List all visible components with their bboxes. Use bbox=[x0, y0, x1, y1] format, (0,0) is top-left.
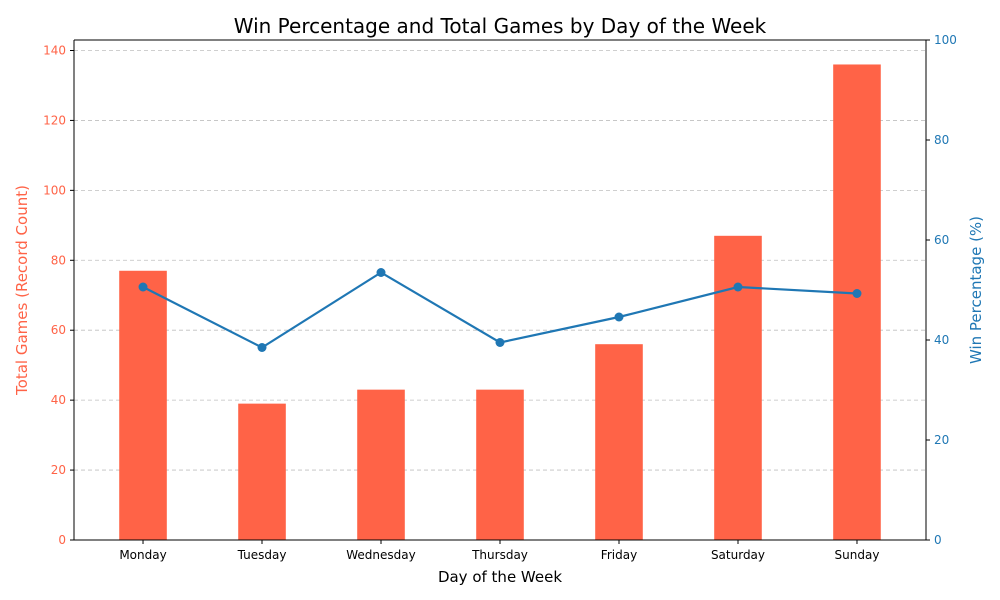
right-tick-label: 40 bbox=[934, 333, 949, 347]
left-tick-label: 60 bbox=[51, 323, 66, 337]
line-point-sunday bbox=[852, 289, 862, 298]
axes: 0 20 40 60 80 100 120 140 0 20 40 60 80 100 Monday Tues… bbox=[43, 33, 957, 562]
right-tick-label: 100 bbox=[934, 33, 957, 47]
right-tick-label: 80 bbox=[934, 133, 949, 147]
line-point-thursday bbox=[495, 338, 505, 347]
bar-thursday bbox=[476, 389, 524, 540]
right-axis-label: Win Percentage (%) bbox=[967, 216, 985, 364]
left-tick-label: 40 bbox=[51, 393, 66, 407]
line-point-wednesday bbox=[376, 268, 386, 277]
left-tick-label: 120 bbox=[43, 113, 66, 127]
line-point-saturday bbox=[733, 282, 743, 292]
chart-title: Win Percentage and Total Games by Day of… bbox=[234, 14, 767, 38]
x-tick-label: Thursday bbox=[471, 548, 528, 562]
bar-saturday bbox=[714, 235, 762, 540]
right-tick-label: 0 bbox=[934, 533, 942, 547]
left-axis-label: Total Games (Record Count) bbox=[13, 185, 31, 396]
x-tick-label: Tuesday bbox=[237, 548, 287, 562]
line-point-monday bbox=[138, 282, 148, 292]
left-tick-label: 140 bbox=[43, 43, 66, 57]
x-tick-label: Saturday bbox=[711, 548, 765, 562]
gridlines bbox=[74, 50, 926, 471]
x-axis-label: Day of the Week bbox=[438, 568, 562, 586]
bar-monday bbox=[119, 270, 167, 540]
left-tick-label: 80 bbox=[51, 253, 66, 267]
bar-wednesday bbox=[357, 389, 405, 540]
left-tick-label: 20 bbox=[51, 463, 66, 477]
x-tick-label: Sunday bbox=[835, 548, 880, 562]
left-tick-label: 100 bbox=[43, 183, 66, 197]
line-point-tuesday bbox=[257, 343, 267, 352]
bar-sunday bbox=[833, 64, 881, 540]
bar-series bbox=[119, 64, 881, 540]
right-tick-label: 60 bbox=[934, 233, 949, 247]
x-tick-label: Monday bbox=[119, 548, 166, 562]
bar-tuesday bbox=[238, 403, 286, 540]
x-tick-label: Wednesday bbox=[346, 548, 415, 562]
x-tick-label: Friday bbox=[601, 548, 637, 562]
left-tick-label: 0 bbox=[58, 533, 66, 547]
bar-friday bbox=[595, 344, 643, 540]
right-tick-label: 20 bbox=[934, 433, 949, 447]
line-series bbox=[138, 268, 862, 352]
line-point-friday bbox=[614, 312, 624, 322]
